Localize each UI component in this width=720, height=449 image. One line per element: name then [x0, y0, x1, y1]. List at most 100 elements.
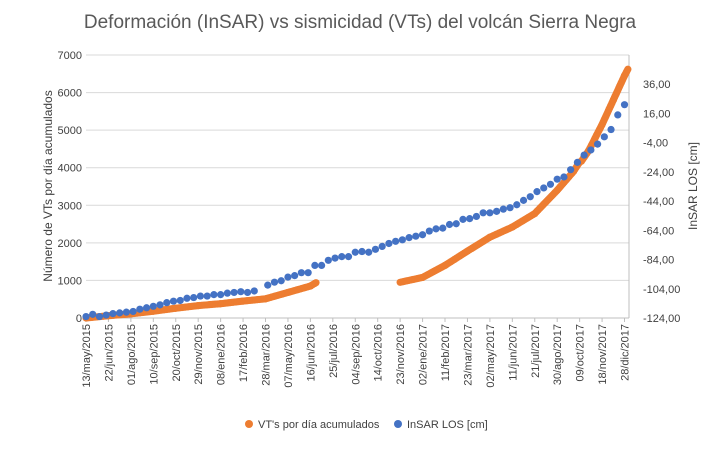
series-insar-los — [82, 101, 629, 321]
left-y-axis: 0 1000 2000 3000 4000 5000 6000 7000 — [58, 50, 82, 325]
right-tick-label: -84,00 — [643, 255, 674, 267]
insar-point — [587, 146, 595, 154]
insar-point — [176, 296, 184, 305]
x-tick-label: 11/feb/2017 — [440, 324, 452, 381]
insar-point — [311, 261, 319, 269]
x-tick-label: 23/nov/2016 — [395, 324, 407, 385]
insar-point — [217, 291, 225, 299]
left-tick-label: 5000 — [58, 125, 82, 137]
x-axis: 13/may/2015 22/jun/2015 01/ago/2015 10/sep/… — [81, 317, 632, 388]
insar-point — [149, 302, 157, 310]
insar-point — [513, 201, 521, 209]
insar-point — [486, 209, 494, 217]
vt-point — [312, 279, 320, 287]
right-tick-label: -124,00 — [643, 313, 680, 325]
insar-point — [519, 196, 528, 204]
left-tick-label: 2000 — [58, 238, 82, 250]
insar-point — [593, 140, 602, 148]
insar-point — [385, 239, 393, 248]
left-tick-label: 3000 — [58, 200, 82, 212]
insar-point — [620, 101, 629, 109]
insar-point — [405, 234, 413, 242]
insar-point — [412, 232, 420, 240]
x-tick-label: 20/oct/2015 — [171, 324, 183, 382]
insar-point — [338, 253, 346, 261]
x-tick-label: 01/ago/2015 — [126, 324, 138, 385]
right-tick-label: 36,00 — [643, 79, 671, 91]
insar-point — [102, 311, 110, 319]
x-tick-label: 09/oct/2017 — [575, 324, 587, 382]
x-tick-label: 16/jun/2016 — [305, 324, 317, 382]
x-tick-label: 23/mar/2017 — [462, 324, 474, 386]
series-vt-accumulated — [82, 65, 632, 322]
insar-point — [580, 151, 588, 159]
legend-marker — [394, 420, 402, 428]
right-tick-label: -44,00 — [643, 196, 674, 208]
x-tick-label: 10/sep/2015 — [148, 324, 160, 385]
x-tick-label: 28/mar/2016 — [261, 324, 273, 386]
right-tick-label: 16,00 — [643, 108, 671, 120]
insar-point — [425, 227, 433, 235]
x-tick-label: 22/jun/2015 — [103, 324, 115, 382]
legend: VT's por día acumulados InSAR LOS [cm] — [245, 419, 488, 431]
insar-point — [297, 269, 305, 277]
x-tick-label: 25/jul/2016 — [328, 324, 340, 378]
insar-point — [304, 269, 312, 277]
right-tick-label: -64,00 — [643, 225, 674, 237]
right-tick-label: -24,00 — [643, 167, 674, 179]
insar-point — [270, 278, 279, 286]
right-y-axis: -124,00 -104,00 -84,00 -64,00 -44,00 -24,00 -4… — [628, 55, 680, 325]
x-tick-label: 17/feb/2016 — [238, 324, 250, 382]
plot-points — [82, 65, 632, 322]
x-tick-label: 08/ene/2016 — [216, 324, 228, 385]
x-tick-label: 14/oct/2016 — [373, 324, 385, 382]
insar-point — [344, 253, 353, 261]
insar-point — [546, 180, 555, 188]
x-tick-label: 30/ago/2017 — [552, 324, 564, 385]
right-axis-title: InSAR LOS [cm] — [686, 142, 700, 230]
insar-point — [371, 245, 380, 253]
left-tick-label: 1000 — [58, 275, 82, 287]
insar-point — [493, 207, 501, 215]
insar-point — [600, 133, 608, 141]
insar-point — [82, 312, 90, 321]
insar-point — [358, 247, 366, 256]
x-tick-label: 02/may/2017 — [485, 324, 497, 388]
insar-point — [109, 310, 117, 318]
insar-point — [452, 220, 460, 228]
left-axis-title: Número de VTs por día acumulados — [41, 90, 55, 281]
legend-marker — [245, 420, 253, 428]
insar-point — [183, 294, 191, 302]
insar-point — [196, 292, 205, 300]
insar-point — [439, 224, 447, 232]
x-tick-label: 02/ene/2017 — [418, 324, 430, 385]
insar-point — [136, 305, 144, 313]
insar-point — [432, 225, 440, 233]
x-tick-label: 18/nov/2017 — [597, 324, 609, 385]
insar-point — [142, 304, 151, 312]
insar-point — [203, 292, 211, 300]
insar-point — [506, 204, 514, 212]
x-tick-label: 04/sep/2016 — [350, 324, 362, 385]
insar-point — [567, 166, 575, 174]
insar-point — [230, 288, 238, 297]
insar-point — [398, 236, 406, 244]
insar-point — [331, 254, 339, 262]
insar-point — [264, 281, 272, 289]
insar-point — [223, 289, 231, 297]
left-tick-label: 7000 — [58, 50, 82, 62]
insar-point — [378, 242, 386, 251]
insar-point — [190, 293, 198, 302]
legend-label: VT's por día acumulados — [258, 419, 380, 431]
insar-point — [614, 111, 622, 119]
insar-point — [560, 173, 568, 181]
insar-point — [237, 288, 245, 296]
insar-point — [553, 175, 561, 183]
left-tick-label: 4000 — [58, 163, 82, 175]
chart-title: Deformación (InSAR) vs sismicidad (VTs) … — [84, 12, 637, 33]
x-tick-label: 13/may/2015 — [81, 324, 93, 388]
insar-point — [540, 184, 548, 192]
insar-point — [466, 215, 474, 223]
insar-point — [573, 158, 581, 166]
insar-point — [472, 212, 481, 221]
